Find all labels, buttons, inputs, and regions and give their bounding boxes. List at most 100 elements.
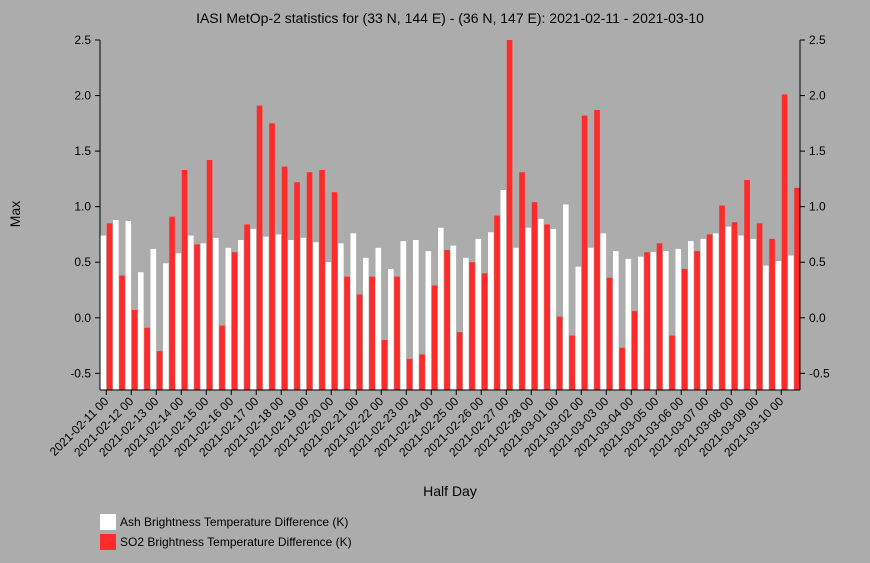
- y-tick-label-right: 0.5: [809, 255, 826, 269]
- bar-so2: [494, 215, 500, 390]
- bar-ash: [463, 257, 469, 390]
- bar-so2: [506, 40, 513, 390]
- bar-so2: [631, 311, 638, 390]
- bar-so2: [644, 252, 650, 390]
- bar-so2: [206, 160, 213, 390]
- bar-so2: [731, 222, 738, 390]
- bar-so2: [369, 276, 375, 390]
- bar-ash: [213, 237, 219, 390]
- bar-so2: [456, 332, 463, 390]
- bar-ash: [125, 221, 132, 390]
- bar-so2: [794, 187, 800, 390]
- bar-ash: [413, 240, 419, 390]
- y-tick-label-right: 1.5: [809, 144, 826, 158]
- bar-so2: [556, 316, 563, 390]
- bar-so2: [619, 347, 625, 390]
- y-tick-label-left: -0.5: [70, 366, 91, 380]
- bar-ash: [288, 240, 294, 390]
- bar-so2: [181, 170, 188, 390]
- bar-so2: [681, 268, 688, 390]
- bar-ash: [738, 235, 744, 390]
- bar-ash: [438, 227, 444, 390]
- bar-so2: [706, 234, 713, 390]
- bar-ash: [713, 233, 719, 390]
- y-tick-label-right: 1.0: [809, 200, 826, 214]
- bar-so2: [544, 224, 550, 390]
- bar-ash: [363, 257, 369, 390]
- bar-ash: [625, 258, 632, 390]
- bar-so2: [306, 172, 313, 390]
- bar-ash: [575, 266, 582, 390]
- bar-ash: [275, 234, 282, 390]
- axes-group: -0.5 -0.5 0.0 0.0 0.5 0.5 1.0 1.0 1.5 1.5 2.0 2.0 2.…: [47, 33, 830, 459]
- bar-so2: [606, 277, 613, 390]
- bar-so2: [119, 275, 125, 390]
- bar-so2: [244, 224, 250, 390]
- bar-so2: [406, 358, 413, 390]
- bar-ash: [488, 232, 494, 390]
- bar-ash: [788, 255, 794, 390]
- bar-ash: [700, 238, 707, 390]
- bar-so2: [381, 340, 388, 390]
- legend-swatch-so2: [100, 534, 116, 550]
- y-tick-label-left: 0.5: [74, 255, 91, 269]
- bar-so2: [719, 205, 725, 390]
- bar-so2: [519, 172, 525, 390]
- bar-so2: [531, 202, 538, 390]
- legend: Ash Brightness Temperature Difference (K…: [100, 512, 352, 552]
- bar-ash: [263, 236, 269, 390]
- bar-ash: [638, 256, 644, 390]
- bar-so2: [294, 182, 300, 390]
- bar-so2: [756, 223, 763, 390]
- bar-ash: [375, 247, 382, 390]
- legend-item-so2: SO2 Brightness Temperature Difference (K…: [100, 532, 352, 552]
- bar-so2: [231, 252, 238, 390]
- y-tick-label-left: 2.5: [74, 33, 91, 47]
- bar-ash: [338, 243, 344, 390]
- y-tick-label-left: 2.0: [74, 89, 91, 103]
- bar-so2: [419, 354, 425, 390]
- bars-group: [100, 40, 800, 390]
- bar-so2: [769, 238, 775, 390]
- bar-so2: [269, 123, 275, 390]
- bar-so2: [106, 223, 113, 390]
- bar-so2: [781, 94, 788, 390]
- bar-so2: [656, 243, 663, 390]
- legend-item-ash: Ash Brightness Temperature Difference (K…: [100, 512, 352, 532]
- bar-ash: [500, 190, 507, 390]
- bar-so2: [219, 325, 225, 390]
- legend-label-so2: SO2 Brightness Temperature Difference (K…: [120, 535, 352, 549]
- bar-ash: [563, 204, 569, 390]
- bar-ash: [475, 238, 482, 390]
- bar-ash: [138, 272, 144, 390]
- bar-ash: [675, 248, 682, 390]
- bar-ash: [100, 235, 107, 390]
- x-axis-label: Half Day: [423, 483, 477, 499]
- bar-so2: [744, 180, 750, 390]
- bar-so2: [594, 110, 600, 390]
- y-tick-label-left: 1.5: [74, 144, 91, 158]
- bar-so2: [669, 335, 675, 390]
- bar-ash: [525, 227, 532, 390]
- bar-so2: [394, 276, 400, 390]
- y-axis-label: Max: [7, 201, 23, 227]
- bar-so2: [581, 115, 588, 390]
- legend-label-ash: Ash Brightness Temperature Difference (K…: [120, 515, 349, 529]
- bar-ash: [450, 245, 457, 390]
- bar-ash: [188, 235, 194, 390]
- y-tick-label-right: 2.5: [809, 33, 826, 47]
- bar-so2: [256, 105, 263, 390]
- bar-ash: [513, 247, 519, 390]
- bar-ash: [588, 247, 594, 390]
- bar-so2: [319, 170, 325, 390]
- y-tick-label-right: 0.0: [809, 311, 826, 325]
- y-tick-label-left: 1.0: [74, 200, 91, 214]
- bar-ash: [225, 247, 232, 390]
- y-tick-label-right: -0.5: [809, 366, 830, 380]
- legend-swatch-ash: [100, 514, 116, 530]
- bar-so2: [156, 351, 163, 390]
- bar-so2: [194, 244, 200, 390]
- bar-ash: [175, 253, 182, 390]
- bar-ash: [613, 251, 619, 390]
